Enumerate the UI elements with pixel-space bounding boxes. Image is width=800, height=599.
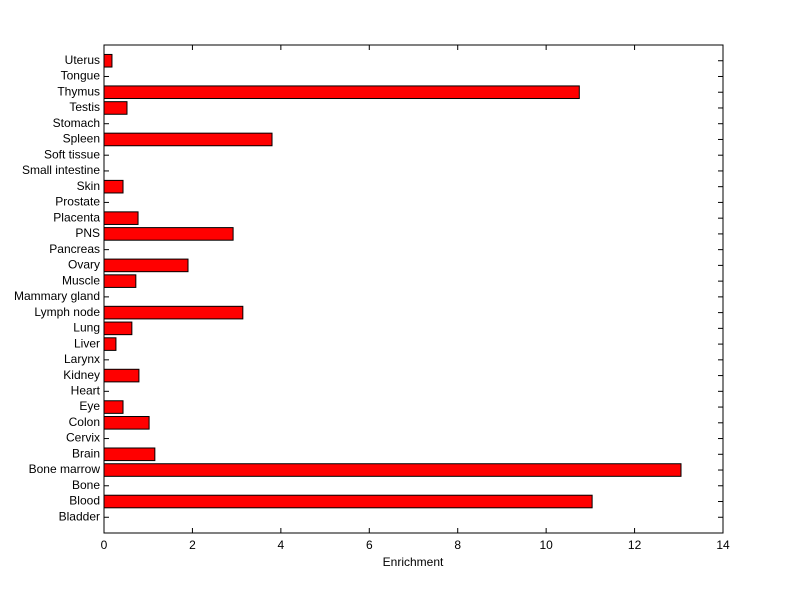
y-tick-label: Brain — [72, 446, 100, 460]
y-tick-label: Stomach — [53, 116, 100, 130]
plot-frame — [103, 44, 724, 534]
x-tick-label: 0 — [101, 538, 108, 552]
bar — [103, 463, 682, 477]
y-tick-label: Mammary gland — [14, 289, 100, 303]
x-tick-label: 8 — [454, 538, 461, 552]
x-tick-label: 10 — [539, 538, 553, 552]
bar — [103, 368, 140, 383]
y-tick-label: Cervix — [66, 431, 100, 445]
bar — [103, 305, 244, 320]
bar — [103, 101, 128, 115]
x-tick-label: 2 — [189, 538, 196, 552]
bar — [103, 274, 137, 288]
y-tick-label: Small intestine — [22, 163, 100, 177]
bar — [103, 258, 189, 273]
y-tick-label: Larynx — [64, 352, 100, 366]
y-tick-label: Lymph node — [34, 305, 100, 319]
x-tick-label: 14 — [716, 538, 730, 552]
y-tick-label: Pancreas — [49, 242, 100, 256]
y-tick-label: Colon — [69, 415, 100, 429]
y-tick-label: Muscle — [62, 273, 100, 287]
y-tick-label: Uterus — [65, 53, 100, 67]
y-tick-label: Placenta — [53, 210, 100, 224]
y-tick-label: Testis — [69, 100, 100, 114]
bar — [103, 447, 156, 462]
bar — [103, 53, 113, 68]
x-tick-label: 12 — [628, 538, 642, 552]
x-tick-label: 4 — [278, 538, 285, 552]
y-tick-label: Bladder — [59, 509, 100, 523]
y-tick-label: Blood — [69, 494, 100, 508]
bar — [103, 179, 124, 194]
bar — [103, 211, 139, 225]
y-tick-label: Spleen — [63, 132, 100, 146]
y-tick-label: Thymus — [57, 84, 100, 98]
bar — [103, 400, 124, 414]
bar — [103, 494, 593, 509]
y-tick-label: Prostate — [55, 195, 100, 209]
y-tick-label: Kidney — [63, 368, 100, 382]
x-axis-label: Enrichment — [383, 555, 444, 569]
y-tick-label: Bone — [72, 478, 100, 492]
y-tick-label: Skin — [77, 179, 100, 193]
bar — [103, 85, 580, 100]
x-tick-label: 6 — [366, 538, 373, 552]
bar — [103, 416, 150, 430]
y-tick-label: Eye — [79, 399, 100, 413]
y-tick-label: Heart — [71, 383, 101, 397]
bar — [103, 321, 133, 336]
y-tick-label: Ovary — [68, 258, 100, 272]
bar — [103, 132, 273, 147]
y-tick-label: Bone marrow — [29, 462, 101, 476]
y-tick-label: PNS — [75, 226, 100, 240]
y-tick-label: Lung — [73, 321, 100, 335]
bar — [103, 337, 117, 351]
y-tick-label: Liver — [74, 336, 100, 350]
bar — [103, 227, 234, 241]
y-tick-label: Soft tissue — [44, 147, 100, 161]
y-tick-label: Tongue — [61, 69, 101, 83]
